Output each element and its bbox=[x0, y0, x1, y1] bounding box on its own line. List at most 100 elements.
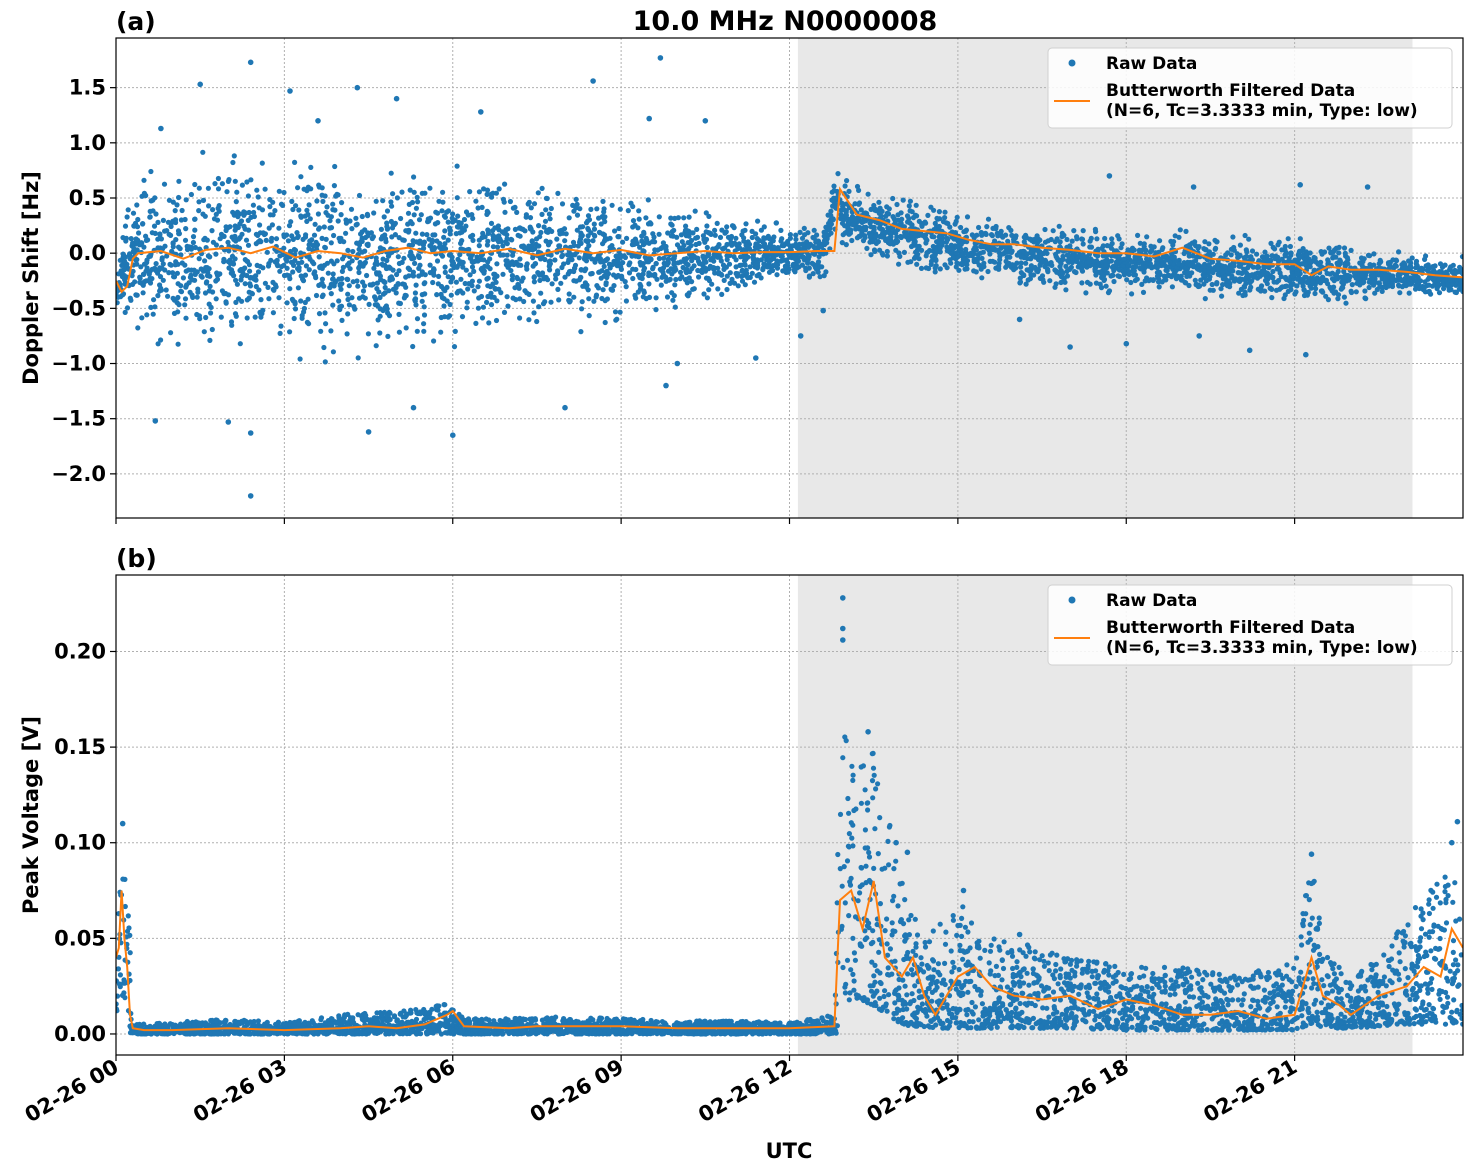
panel-a-raw-point bbox=[683, 223, 689, 229]
panel-a-raw-point bbox=[681, 215, 687, 221]
panel-a-raw-point bbox=[455, 224, 461, 230]
panel-a-raw-point bbox=[571, 294, 577, 300]
panel-a-raw-point bbox=[1325, 297, 1331, 303]
panel-a-raw-point bbox=[485, 259, 491, 265]
panel-a-raw-point bbox=[745, 275, 751, 281]
panel-a-raw-point bbox=[1297, 248, 1303, 254]
panel-a-raw-point bbox=[1103, 283, 1109, 289]
panel-a-raw-point bbox=[159, 257, 165, 263]
panel-a-raw-point bbox=[1113, 248, 1120, 254]
panel-a-raw-point bbox=[1108, 245, 1114, 251]
panel-a-raw-point bbox=[1294, 283, 1300, 289]
panel-a-raw-point bbox=[730, 223, 736, 229]
panel-a-raw-point bbox=[445, 219, 451, 225]
panel-a-raw-point bbox=[452, 328, 458, 334]
panel-a-raw-point bbox=[588, 206, 594, 212]
panel-a-raw-point bbox=[482, 234, 488, 240]
panel-a-raw-point bbox=[1149, 247, 1155, 253]
panel-a-raw-point bbox=[1343, 300, 1349, 306]
panel-a-raw-point bbox=[316, 311, 323, 317]
panel-a-raw-point bbox=[668, 221, 674, 227]
panel-b-raw-point bbox=[1298, 969, 1304, 975]
panel-a-raw-point bbox=[761, 235, 767, 241]
panel-a-raw-point bbox=[787, 232, 794, 238]
panel-a-raw-point bbox=[229, 269, 235, 275]
panel-a-raw-point bbox=[1279, 284, 1285, 290]
panel-a-raw-point bbox=[684, 292, 690, 298]
panel-a-raw-point bbox=[925, 212, 931, 218]
panel-a-raw-point bbox=[597, 269, 603, 275]
panel-a-raw-point bbox=[641, 229, 647, 235]
panel-a-raw-point bbox=[601, 206, 607, 212]
panel-a-raw-point bbox=[190, 294, 196, 300]
panel-a-raw-point bbox=[742, 227, 748, 233]
panel-a-raw-point bbox=[195, 286, 201, 292]
panel-a-raw-point bbox=[403, 274, 409, 280]
panel-a-raw-point bbox=[1308, 285, 1314, 291]
panel-a-raw-point bbox=[439, 208, 445, 214]
panel-a-raw-point bbox=[1087, 244, 1093, 250]
panel-a-raw-point bbox=[664, 294, 671, 300]
panel-b-raw-point bbox=[891, 893, 897, 899]
panel-a-raw-point bbox=[831, 183, 837, 189]
panel-a-raw-point bbox=[879, 250, 885, 256]
panel-a-raw-point bbox=[544, 228, 550, 234]
panel-a-y-tick-label: −1.0 bbox=[51, 352, 106, 376]
panel-a-raw-point bbox=[742, 282, 748, 288]
panel-a-raw-point bbox=[139, 315, 145, 321]
panel-a-raw-point bbox=[235, 214, 241, 220]
panel-a-raw-point bbox=[170, 295, 176, 301]
panel-a-raw-point bbox=[1297, 253, 1304, 260]
panel-b-raw-point bbox=[116, 993, 121, 999]
panel-a-raw-point bbox=[298, 174, 304, 180]
panel-a-raw-point bbox=[795, 258, 802, 264]
panel-a-raw-point bbox=[1269, 286, 1275, 292]
panel-a-raw-point bbox=[517, 225, 523, 231]
panel-a-raw-point bbox=[1048, 260, 1054, 266]
panel-a-raw-point bbox=[609, 287, 616, 293]
panel-a-raw-point bbox=[410, 273, 416, 279]
panel-a-raw-point bbox=[1396, 249, 1402, 255]
panel-a-raw-point bbox=[1354, 280, 1360, 286]
panel-a-raw-point bbox=[625, 208, 631, 214]
panel-a-raw-point bbox=[439, 295, 445, 301]
panel-a-raw-point bbox=[170, 270, 176, 276]
panel-a-raw-point bbox=[122, 309, 128, 315]
panel-a-raw-point bbox=[494, 244, 501, 250]
panel-a-raw-point bbox=[266, 296, 272, 302]
panel-a-raw-point bbox=[542, 218, 549, 224]
panel-a-raw-point bbox=[447, 301, 453, 308]
panel-a-raw-point bbox=[1262, 249, 1268, 255]
panel-a-raw-point bbox=[1231, 244, 1237, 251]
panel-a-raw-point bbox=[578, 329, 584, 335]
panel-a-raw-point bbox=[137, 274, 143, 280]
panel-a-raw-point bbox=[390, 267, 396, 273]
panel-a-raw-point bbox=[678, 259, 684, 265]
panel-a-raw-point bbox=[182, 262, 188, 268]
panel-a-raw-point bbox=[1176, 261, 1182, 267]
panel-b-raw-point bbox=[1041, 958, 1047, 964]
panel-a-raw-point bbox=[1458, 266, 1463, 272]
panel-a-raw-point bbox=[305, 296, 311, 302]
panel-a-raw-point bbox=[1052, 284, 1058, 290]
panel-a-raw-point bbox=[237, 341, 243, 347]
panel-a-raw-point bbox=[695, 255, 701, 261]
panel-a-raw-point bbox=[617, 309, 623, 315]
panel-a-raw-point bbox=[394, 271, 400, 278]
panel-a-raw-point bbox=[549, 281, 555, 287]
panel-a-raw-point bbox=[465, 286, 471, 292]
panel-a-raw-point bbox=[773, 220, 780, 226]
panel-a-raw-point bbox=[345, 276, 351, 283]
panel-a-raw-point bbox=[1282, 252, 1288, 258]
panel-a-raw-point bbox=[1160, 245, 1166, 251]
panel-a-raw-point bbox=[316, 282, 322, 288]
panel-a-raw-point bbox=[412, 290, 418, 296]
panel-a-raw-point bbox=[345, 296, 351, 303]
panel-a-raw-point bbox=[289, 198, 295, 204]
panel-a-raw-point bbox=[733, 270, 739, 277]
panel-a-raw-point bbox=[973, 256, 979, 262]
panel-a-raw-point bbox=[719, 291, 725, 297]
panel-a-raw-point bbox=[408, 219, 414, 225]
panel-a-raw-point bbox=[986, 247, 992, 254]
panel-a-raw-point bbox=[1067, 344, 1073, 350]
